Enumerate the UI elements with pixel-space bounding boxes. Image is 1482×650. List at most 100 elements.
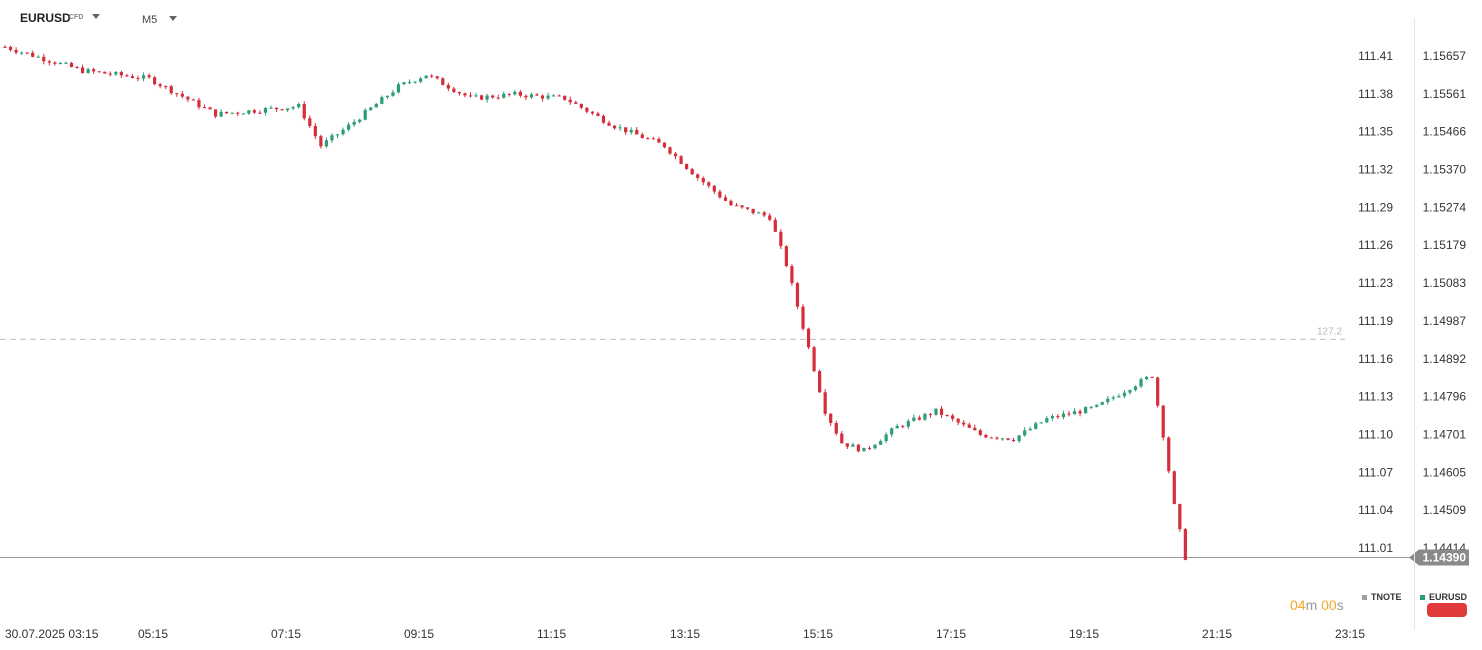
candle-bullish xyxy=(286,108,290,111)
x-tick-label: 19:15 xyxy=(1069,627,1099,641)
candle-bearish xyxy=(818,371,822,393)
candle-bullish xyxy=(419,78,423,82)
candle-bearish xyxy=(441,78,445,86)
candle-bearish xyxy=(590,111,595,114)
candle-bearish xyxy=(80,67,85,73)
candle-bearish xyxy=(568,99,572,103)
y-tick-label-right: 1.15370 xyxy=(1423,163,1467,177)
candle-bearish xyxy=(31,52,35,57)
candle-bearish xyxy=(840,433,844,444)
candle-bearish xyxy=(236,112,240,114)
legend-item-eurusd[interactable]: EURUSD xyxy=(1420,592,1467,602)
candle-bearish xyxy=(973,427,977,431)
candle-bearish xyxy=(768,215,772,220)
candle-bullish xyxy=(1045,418,1049,423)
candle-bearish xyxy=(136,78,140,80)
x-tick-label: 17:15 xyxy=(936,627,966,641)
candle-bearish xyxy=(158,84,162,87)
countdown-seconds-unit: s xyxy=(1336,597,1344,613)
candle-bullish xyxy=(1100,402,1104,405)
candle-bearish xyxy=(108,73,112,75)
candle-bearish xyxy=(729,200,733,206)
candle-bullish xyxy=(369,107,373,111)
candle-bearish xyxy=(457,92,462,94)
candle-bullish xyxy=(1106,398,1110,403)
candle-bullish xyxy=(895,425,899,429)
y-tick-label-left: 111.16 xyxy=(1358,352,1393,366)
candle-bearish xyxy=(14,50,18,53)
y-tick-label-left: 111.04 xyxy=(1358,503,1393,517)
candle-bearish xyxy=(740,205,744,208)
tnote-marker-icon xyxy=(1362,595,1367,601)
candle-bullish xyxy=(546,95,550,99)
candle-bullish xyxy=(241,113,245,115)
legend-action-button[interactable] xyxy=(1427,603,1467,617)
chevron-down-icon[interactable] xyxy=(92,14,100,19)
candle-bullish xyxy=(1089,406,1093,408)
candle-bullish xyxy=(1133,386,1138,391)
level-line-label: 127.2 xyxy=(1317,326,1342,337)
candle-bullish xyxy=(269,107,273,109)
candle-bearish xyxy=(967,424,971,428)
candle-bullish xyxy=(934,408,938,415)
candle-bearish xyxy=(125,75,129,77)
y-tick-label-left: 111.26 xyxy=(1358,238,1393,252)
candle-bullish xyxy=(1095,404,1099,407)
candle-bearish xyxy=(779,231,783,247)
x-tick-label: 21:15 xyxy=(1202,627,1232,641)
y-tick-label-right: 1.14701 xyxy=(1423,427,1467,441)
candle-bearish xyxy=(535,94,539,96)
candle-bearish xyxy=(662,142,667,148)
candle-bearish xyxy=(479,95,484,100)
y-tick-label-left: 111.07 xyxy=(1358,465,1393,479)
countdown-seconds: 00 xyxy=(1321,597,1337,613)
candle-bullish xyxy=(1028,428,1032,431)
candle-bearish xyxy=(701,178,705,183)
candle-bearish xyxy=(42,56,46,62)
candle-bullish xyxy=(385,95,389,98)
candle-bullish xyxy=(114,72,118,75)
candle-bearish xyxy=(751,208,755,214)
legend-item-tnote[interactable]: TNOTE xyxy=(1362,592,1402,602)
candle-bullish xyxy=(884,434,888,442)
axis-divider xyxy=(1414,18,1415,630)
chevron-down-icon[interactable] xyxy=(169,16,177,21)
candle-bearish xyxy=(446,85,450,89)
candle-bullish xyxy=(878,441,883,445)
candle-bearish xyxy=(601,115,606,123)
candle-bearish xyxy=(624,127,628,133)
candle-bearish xyxy=(939,408,944,416)
candle-bearish xyxy=(1150,376,1154,378)
candle-bearish xyxy=(812,347,816,372)
candle-bearish xyxy=(995,437,999,439)
candle-bearish xyxy=(1078,411,1082,414)
candle-bullish xyxy=(629,129,633,133)
candle-bullish xyxy=(141,75,146,79)
symbol-label[interactable]: EURUSD xyxy=(20,11,71,25)
candle-bearish xyxy=(92,69,96,72)
candle-bearish xyxy=(302,104,306,119)
y-tick-label-left: 111.10 xyxy=(1358,427,1393,441)
candle-bullish xyxy=(363,110,367,120)
candle-bearish xyxy=(468,95,473,97)
candle-bearish xyxy=(1172,471,1176,504)
candle-bullish xyxy=(912,417,916,421)
candle-bearish xyxy=(103,71,107,74)
candle-bearish xyxy=(8,46,13,51)
candle-bearish xyxy=(25,52,29,54)
x-tick-label: 11:15 xyxy=(537,627,566,641)
candle-bearish xyxy=(823,392,827,414)
candle-bearish xyxy=(75,66,79,68)
candle-bearish xyxy=(130,76,135,79)
candle-bearish xyxy=(430,75,434,77)
y-tick-label-right: 1.15179 xyxy=(1423,238,1467,252)
candle-bearish xyxy=(1056,416,1060,418)
candle-bearish xyxy=(640,134,644,139)
candle-bearish xyxy=(69,62,74,67)
candle-bearish xyxy=(679,156,683,164)
candle-bullish xyxy=(873,444,877,449)
timeframe-label[interactable]: M5 xyxy=(142,14,158,26)
candle-bearish xyxy=(491,95,495,98)
candle-bullish xyxy=(1023,430,1027,436)
